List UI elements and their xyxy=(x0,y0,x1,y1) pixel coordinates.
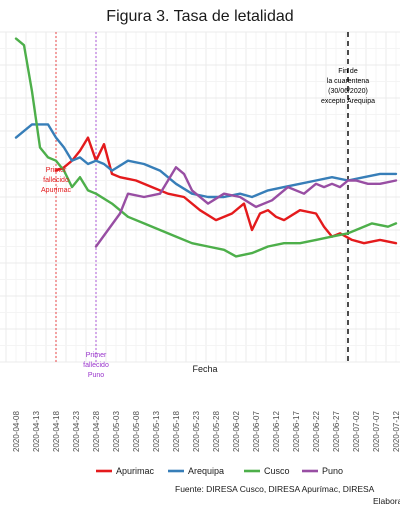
x-tick-label: 2020-05-18 xyxy=(172,411,181,452)
chart-series-lines xyxy=(14,37,398,258)
x-tick-label: 2020-05-08 xyxy=(132,411,141,452)
series-line-cusco xyxy=(14,37,398,258)
annotation-text: Fin de xyxy=(338,68,358,75)
annotation-text: Puno xyxy=(88,372,104,379)
legend-label: Cusco xyxy=(264,466,290,476)
credit-note: Elabora xyxy=(373,496,400,506)
x-tick-label: 2020-04-23 xyxy=(72,411,81,452)
x-tick-label: 2020-07-02 xyxy=(352,411,361,452)
annotation-text: Apurímac xyxy=(41,187,71,194)
chart-legend: Apurimac Arequipa Cusco Puno xyxy=(96,466,343,476)
legend-label: Apurimac xyxy=(116,466,155,476)
x-tick-label: 2020-06-02 xyxy=(232,411,241,452)
x-tick-label: 2020-04-18 xyxy=(52,411,61,452)
chart-annotations: Primer fallecido Apurímac Primer fallecido Pu… xyxy=(41,68,375,379)
x-tick-label: 2020-06-27 xyxy=(332,411,341,452)
x-tick-labels: 2020-04-08 2020-04-13 2020-04-18 2020-04-23… xyxy=(12,411,400,452)
x-tick-label: 2020-04-28 xyxy=(92,411,101,452)
annotation-text: fallecido xyxy=(43,177,69,184)
series-line-arequipa xyxy=(14,123,398,199)
x-tick-label: 2020-04-13 xyxy=(32,411,41,452)
annotation-text: la cuarentena xyxy=(327,78,370,85)
legend-label: Arequipa xyxy=(188,466,224,476)
x-tick-label: 2020-06-12 xyxy=(272,411,281,452)
series-line-puno xyxy=(94,166,398,248)
x-tick-label: 2020-07-07 xyxy=(372,411,381,452)
x-tick-label: 2020-05-13 xyxy=(152,411,161,452)
legend-label: Puno xyxy=(322,466,343,476)
x-tick-label: 2020-06-07 xyxy=(252,411,261,452)
x-tick-label: 2020-05-23 xyxy=(192,411,201,452)
source-note: Fuente: DIRESA Cusco, DIRESA Apurímac, D… xyxy=(175,484,375,494)
annotation-lines xyxy=(55,32,349,362)
annotation-text: (30/06/2020) xyxy=(328,88,368,95)
annotation-text: excepto Arequipa xyxy=(321,98,375,105)
x-tick-label: 2020-06-22 xyxy=(312,411,321,452)
x-axis-title: Fecha xyxy=(192,364,217,374)
x-tick-label: 2020-05-03 xyxy=(112,411,121,452)
chart-title: Figura 3. Tasa de letalidad xyxy=(106,8,294,25)
annotation-text: Primer xyxy=(46,167,67,174)
x-tick-label: 2020-04-08 xyxy=(12,411,21,452)
x-tick-label: 2020-05-28 xyxy=(212,411,221,452)
x-tick-label: 2020-07-12 xyxy=(392,411,400,452)
x-tick-label: 2020-06-17 xyxy=(292,411,301,452)
annotation-text: fallecido xyxy=(83,362,109,369)
annotation-text: Primer xyxy=(86,352,107,359)
